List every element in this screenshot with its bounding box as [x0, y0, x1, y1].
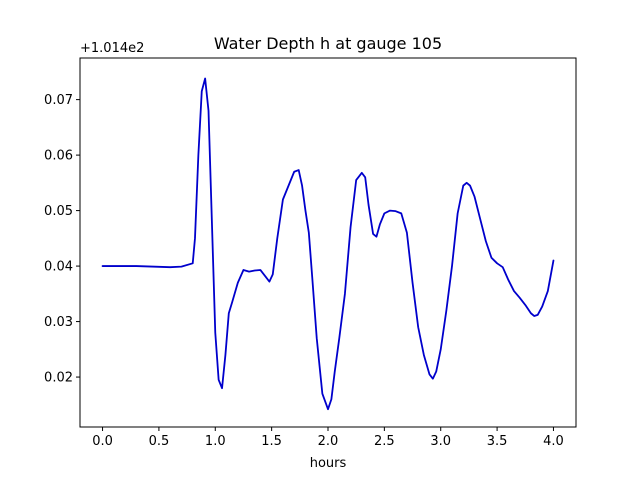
x-axis-label: hours [310, 456, 347, 471]
chart-title: Water Depth h at gauge 105 [214, 34, 442, 53]
x-tick-label: 3.5 [487, 434, 508, 449]
y-tick-label: 0.04 [44, 260, 73, 275]
y-tick-label: 0.03 [44, 315, 73, 330]
y-tick-label: 0.05 [44, 204, 73, 219]
x-tick-label: 0.0 [92, 434, 113, 449]
y-tick-label: 0.06 [44, 149, 73, 164]
x-tick-label: 3.0 [430, 434, 451, 449]
x-tick-label: 1.0 [205, 434, 226, 449]
plot-frame [79, 57, 577, 428]
x-tick-label: 1.5 [261, 434, 282, 449]
x-tick-label: 0.5 [149, 434, 170, 449]
x-tick-label: 2.5 [374, 434, 395, 449]
y-tick-label: 0.07 [44, 93, 73, 108]
y-offset-text: +1.014e2 [80, 41, 144, 56]
x-tick-label: 4.0 [543, 434, 564, 449]
series-line-0 [101, 77, 555, 411]
x-axis: 0.0 0.5 1.0 1.5 2.0 2.5 3.0 3.5 4.0 [92, 427, 564, 449]
x-tick-label: 2.0 [318, 434, 339, 449]
y-axis: 0.02 0.03 0.04 0.05 0.06 0.07 [44, 93, 80, 386]
plot-area [79, 57, 577, 428]
y-tick-label: 0.02 [44, 371, 73, 386]
